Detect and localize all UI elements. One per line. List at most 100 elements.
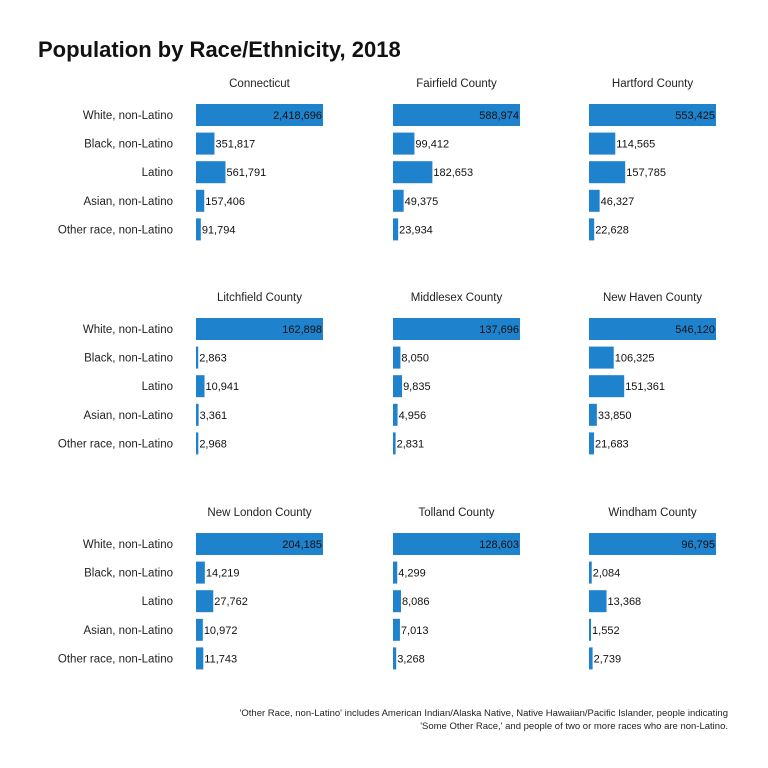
bar xyxy=(589,132,616,155)
panel-title: Litchfield County xyxy=(217,292,302,304)
bar-value-label: 3,361 xyxy=(200,410,228,422)
footnote-line-2: 'Some Other Race,' and people of two or … xyxy=(420,721,728,732)
bar xyxy=(589,218,595,241)
bar xyxy=(393,189,404,212)
category-label: Latino xyxy=(142,381,173,393)
panel-7: Tolland County 128,603 4,299 8,086 7,013 3,26… xyxy=(393,507,520,670)
bar xyxy=(589,618,592,641)
panel-title: Hartford County xyxy=(612,78,693,90)
bar-value-label: 9,835 xyxy=(403,381,431,393)
bar xyxy=(589,189,600,212)
footnote-line-1: 'Other Race, non-Latino' includes Americ… xyxy=(240,708,728,719)
bar-value-label: 106,325 xyxy=(615,353,655,365)
bar xyxy=(589,318,716,340)
bar-value-label: 2,831 xyxy=(397,438,425,450)
panel-1: Fairfield County 588,974 99,412 182,653 49,3… xyxy=(393,78,520,241)
bar-value-label: 2,968 xyxy=(199,438,227,450)
bar-value-label: 151,361 xyxy=(625,381,665,393)
bar-value-label: 182,653 xyxy=(433,167,473,179)
bar xyxy=(589,346,614,369)
bar-value-label: 3,268 xyxy=(397,653,425,665)
bar xyxy=(196,161,226,184)
bar xyxy=(196,403,199,426)
bar-value-label: 157,406 xyxy=(205,196,245,208)
bar-value-label: 2,863 xyxy=(199,353,227,365)
category-label: Black, non-Latino xyxy=(84,353,173,365)
bar xyxy=(393,432,396,455)
bar-value-label: 8,050 xyxy=(401,353,429,365)
category-label: White, non-Latino xyxy=(83,324,173,336)
category-label: Latino xyxy=(142,596,173,608)
bar-value-label: 351,817 xyxy=(215,139,255,151)
bar-value-label: 128,603 xyxy=(479,539,519,551)
category-label: Asian, non-Latino xyxy=(83,625,173,637)
panel-4: Middlesex County 137,696 8,050 9,835 4,956 2,… xyxy=(393,292,520,455)
chart-title: Population by Race/Ethnicity, 2018 xyxy=(38,37,401,62)
bar xyxy=(393,561,398,584)
bar xyxy=(393,161,433,184)
bar-value-label: 553,425 xyxy=(675,110,715,122)
bar-value-label: 2,739 xyxy=(594,653,622,665)
category-label: Asian, non-Latino xyxy=(83,196,173,208)
bar-value-label: 11,743 xyxy=(204,653,237,665)
bar-value-label: 2,418,696 xyxy=(273,110,322,122)
panel-0: Connecticut White, non-Latino 2,418,696 Bla… xyxy=(58,78,323,241)
bar xyxy=(589,561,592,584)
bar-value-label: 46,327 xyxy=(601,196,635,208)
bar xyxy=(196,375,205,398)
bar-value-label: 13,368 xyxy=(608,596,642,608)
bar-value-label: 14,219 xyxy=(206,568,240,580)
panel-title: Connecticut xyxy=(229,78,291,90)
bar-value-label: 1,552 xyxy=(592,625,620,637)
bar-value-label: 22,628 xyxy=(595,224,629,236)
panel-title: Tolland County xyxy=(418,507,494,519)
bar xyxy=(393,318,520,340)
bar-value-label: 561,791 xyxy=(226,167,266,179)
bar xyxy=(589,104,716,126)
panel-title: New Haven County xyxy=(603,292,702,304)
bar xyxy=(196,432,199,455)
bar xyxy=(393,533,520,555)
bar xyxy=(589,533,716,555)
bar xyxy=(196,346,199,369)
panel-title: Windham County xyxy=(608,507,696,519)
bar xyxy=(196,104,323,126)
category-label: Black, non-Latino xyxy=(84,139,173,151)
panel-5: New Haven County 546,120 106,325 151,361 33,… xyxy=(589,292,716,455)
bar-value-label: 27,762 xyxy=(214,596,248,608)
bar xyxy=(393,403,398,426)
bar-value-label: 96,795 xyxy=(681,539,715,551)
bar xyxy=(196,561,205,584)
bar xyxy=(393,618,400,641)
category-label: Black, non-Latino xyxy=(84,568,173,580)
bar xyxy=(196,533,323,555)
bar-value-label: 33,850 xyxy=(598,410,632,422)
bar xyxy=(393,218,399,241)
bar-value-label: 4,956 xyxy=(399,410,427,422)
category-label: White, non-Latino xyxy=(83,110,173,122)
bar xyxy=(589,647,593,670)
panel-3: Litchfield County White, non-Latino 162,89… xyxy=(58,292,323,455)
bar-value-label: 137,696 xyxy=(479,324,519,336)
panel-2: Hartford County 553,425 114,565 157,785 46,3… xyxy=(589,78,716,241)
panel-title: Fairfield County xyxy=(416,78,497,90)
bar-value-label: 114,565 xyxy=(616,139,655,151)
bar xyxy=(196,647,204,670)
panel-title: New London County xyxy=(207,507,311,519)
bar-value-label: 204,185 xyxy=(282,539,322,551)
bar-value-label: 7,013 xyxy=(401,625,429,637)
bar xyxy=(589,375,625,398)
bar xyxy=(393,375,403,398)
bar-value-label: 23,934 xyxy=(399,224,433,236)
panel-title: Middlesex County xyxy=(411,292,503,304)
bar xyxy=(589,161,626,184)
category-label: Asian, non-Latino xyxy=(83,410,173,422)
bar-value-label: 8,086 xyxy=(402,596,430,608)
panel-8: Windham County 96,795 2,084 13,368 1,552 2,73… xyxy=(589,507,716,670)
bar xyxy=(393,104,520,126)
category-label: White, non-Latino xyxy=(83,539,173,551)
bar xyxy=(196,189,205,212)
bar xyxy=(589,403,597,426)
bar-value-label: 10,941 xyxy=(206,381,240,393)
